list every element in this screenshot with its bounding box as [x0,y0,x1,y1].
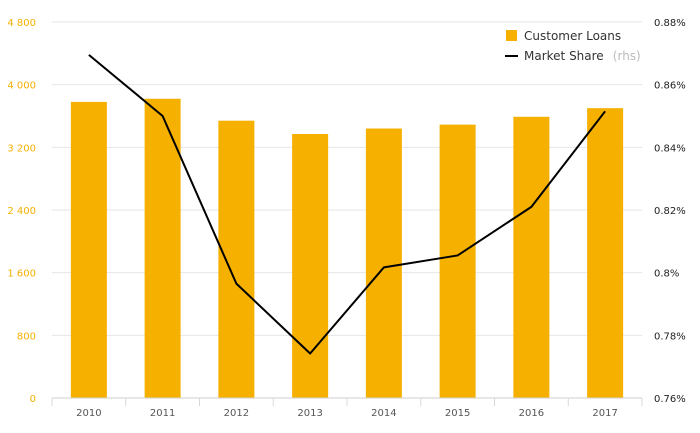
y-right-tick-label: 0.86% [654,81,686,92]
bar-series [70,98,624,399]
y-right-tick-label: 0.76% [654,394,686,405]
y-left-tick-label: 4 800 [7,18,36,29]
series-line [88,54,606,355]
x-tick-label: 2014 [371,408,396,419]
bar [218,120,255,398]
bar [365,128,402,399]
bar [292,134,329,398]
y-left-tick-label: 0 [30,394,36,405]
legend-label-bar: Customer Loans [524,29,621,43]
x-tick-label: 2017 [592,408,617,419]
bar [587,108,624,399]
legend-swatch-bar [506,30,517,41]
bar [513,116,550,399]
y-left-tick-label: 4 000 [7,81,36,92]
y-right-tick-label: 0.88% [654,18,686,29]
axes: 2010 2011 2012 2013 2014 2015 2016 2017 0 800 1 60… [7,18,685,419]
y-right-tick-label: 0.78% [654,331,686,342]
x-tick-label: 2013 [297,408,322,419]
y-left-tick-label: 2 400 [7,206,36,217]
x-tick-label: 2011 [150,408,175,419]
y-right-tick-label: 0.82% [654,206,686,217]
x-tick-label: 2012 [224,408,249,419]
bar [70,101,107,399]
bar [144,98,181,399]
line-series [88,54,606,355]
y-right-tick-label: 0.84% [654,143,686,154]
y-left-tick-label: 1 600 [7,269,36,280]
y-left-tick-label: 3 200 [7,143,36,154]
legend-label-line-name: Market Share [524,49,604,63]
legend: Customer Loans Market Share (rhs) [505,29,641,64]
bar [439,124,476,398]
x-tick-label: 2016 [519,408,544,419]
y-right-tick-label: 0.8% [654,269,679,280]
legend-label-line-suffix: (rhs) [613,49,641,63]
x-tick-label: 2010 [76,408,101,419]
y-left-tick-label: 800 [17,331,36,342]
legend-label-line: Market Share (rhs) [524,45,641,64]
x-tick-label: 2015 [445,408,470,419]
